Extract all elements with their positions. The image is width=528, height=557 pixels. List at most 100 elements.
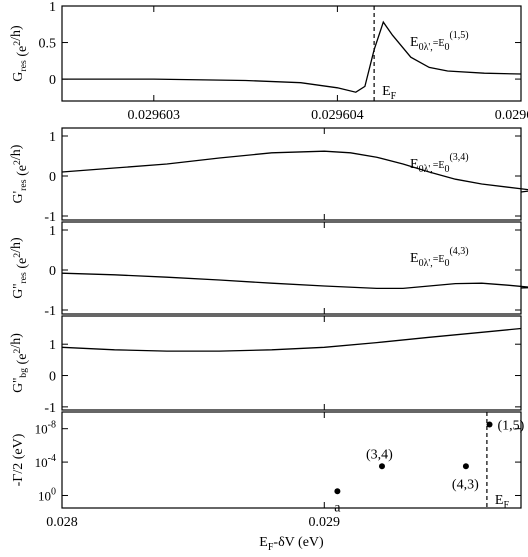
annotation-fragment: 0: [444, 164, 449, 175]
label-fragment: -Γ/2 (eV): [11, 433, 26, 486]
label-fragment: res: [18, 179, 29, 191]
panel-4: -1 0 1 G''bg (e2/h): [9, 315, 522, 416]
label-fragment: (e: [15, 258, 30, 272]
plot-frame: [61, 5, 522, 102]
series-line: [61, 150, 528, 193]
y-tick-label: -1: [44, 304, 56, 319]
annotation-fragment: 0λ',: [419, 258, 433, 269]
y-axis-label: G''bg (e2/h): [9, 333, 30, 393]
y-tick-label: 1: [49, 224, 56, 239]
annotation-fragment: 0: [444, 42, 449, 53]
y-axis-label: -Γ/2 (eV): [11, 433, 26, 486]
annotation-fragment: E: [410, 251, 419, 266]
label-fragment: /h): [9, 237, 24, 253]
label-fragment: F: [268, 542, 274, 553]
annotation-fragment: 0λ',: [419, 42, 433, 53]
annotation-fragment: (3,4): [449, 152, 468, 163]
x-tick-label: 0.028: [46, 515, 78, 530]
tick-exponent: -8: [48, 420, 56, 431]
label-fragment: /h): [9, 144, 24, 160]
y-tick-label: 1: [49, 338, 56, 353]
label-fragment: G: [11, 72, 26, 82]
y-tick-label: 0: [49, 170, 56, 185]
tick-base: 10: [38, 488, 51, 503]
plot-frame: [61, 127, 522, 221]
y-tick-label: 0: [49, 73, 56, 88]
label-fragment: F: [391, 91, 397, 102]
label-fragment: 2: [12, 41, 23, 46]
x-tick-label: 0.029605: [495, 108, 528, 123]
panel-annotation: E0λ',=E0(3,4): [410, 152, 469, 175]
y-axis-label: Gres (e2/h): [9, 25, 30, 82]
annotation-fragment: =E: [433, 160, 445, 171]
label-fragment: 2: [12, 349, 23, 354]
y-tick-label: 0: [49, 264, 56, 279]
data-point: [486, 421, 493, 428]
label-fragment: (e: [15, 165, 30, 179]
annotation-fragment: =E: [433, 38, 445, 49]
y-tick-label: 0: [49, 370, 56, 385]
point-label: (3,4): [366, 447, 393, 462]
y-axis-label: G''res (e2/h): [9, 237, 30, 299]
plot-frame: [61, 411, 522, 509]
label-fragment: (e: [15, 354, 30, 368]
label-fragment: bg: [18, 368, 29, 378]
tick-exponent: -4: [48, 453, 56, 464]
y-tick-label: 10-8: [35, 420, 56, 437]
annotation-fragment: 0λ',: [419, 164, 433, 175]
tick-exponent: 0: [51, 486, 56, 497]
label-fragment: (e: [15, 46, 30, 60]
label-fragment: res: [18, 272, 29, 284]
series-line: [61, 327, 522, 352]
data-point: [462, 463, 469, 470]
point-label: (1,5): [498, 419, 525, 434]
series-line: [61, 272, 528, 290]
label-fragment: G'': [11, 284, 26, 299]
label-fragment: res: [18, 60, 29, 72]
tick-base: 10: [35, 422, 48, 437]
label-fragment: F: [503, 500, 509, 511]
fermi-energy-label: EF: [495, 493, 510, 511]
annotation-fragment: E: [410, 157, 419, 172]
annotation-fragment: (4,3): [449, 246, 468, 257]
label-fragment: /h): [9, 333, 24, 349]
x-tick-label: 0.029603: [128, 108, 181, 123]
y-tick-label: 1: [49, 130, 56, 145]
label-fragment: /h): [9, 25, 24, 41]
x-tick-label: 0.029604: [311, 108, 364, 123]
plot-frame: [61, 315, 522, 411]
y-axis-label: G'res (e2/h): [9, 144, 30, 203]
y-tick-label: 100: [38, 486, 56, 503]
data-point: [378, 463, 385, 470]
y-tick-label: 1: [49, 0, 56, 15]
point-label: (4,3): [452, 477, 479, 492]
y-tick-label: -1: [44, 210, 56, 225]
label-fragment: G': [11, 191, 26, 204]
x-tick-label: 0.029: [309, 515, 341, 530]
label-fragment: E: [495, 493, 504, 508]
label-fragment: E: [382, 84, 391, 99]
panel-annotation: E0λ',=E0(1,5): [410, 30, 469, 53]
panel-1: 0 0.5 1 0.029603 0.029604 0.029605 Gres (e2/h)…: [9, 0, 528, 123]
annotation-fragment: E: [410, 35, 419, 50]
tick-base: 10: [35, 455, 48, 470]
y-tick-label: 0.5: [39, 37, 57, 52]
annotation-fragment: 0: [444, 258, 449, 269]
data-point: [334, 488, 341, 495]
label-fragment: -δV (eV): [273, 535, 324, 550]
panel-annotation: E0λ',=E0(4,3): [410, 246, 469, 269]
y-tick-label: -1: [44, 401, 56, 416]
y-tick-label: 10-4: [35, 453, 56, 470]
label-fragment: G'': [11, 378, 26, 393]
label-fragment: E: [259, 535, 268, 550]
point-label: a: [334, 500, 341, 515]
annotation-fragment: (1,5): [449, 30, 468, 41]
label-fragment: 2: [12, 253, 23, 258]
x-axis-label: EF-δV (eV): [259, 535, 324, 553]
annotation-fragment: =E: [433, 254, 445, 265]
label-fragment: 2: [12, 160, 23, 165]
